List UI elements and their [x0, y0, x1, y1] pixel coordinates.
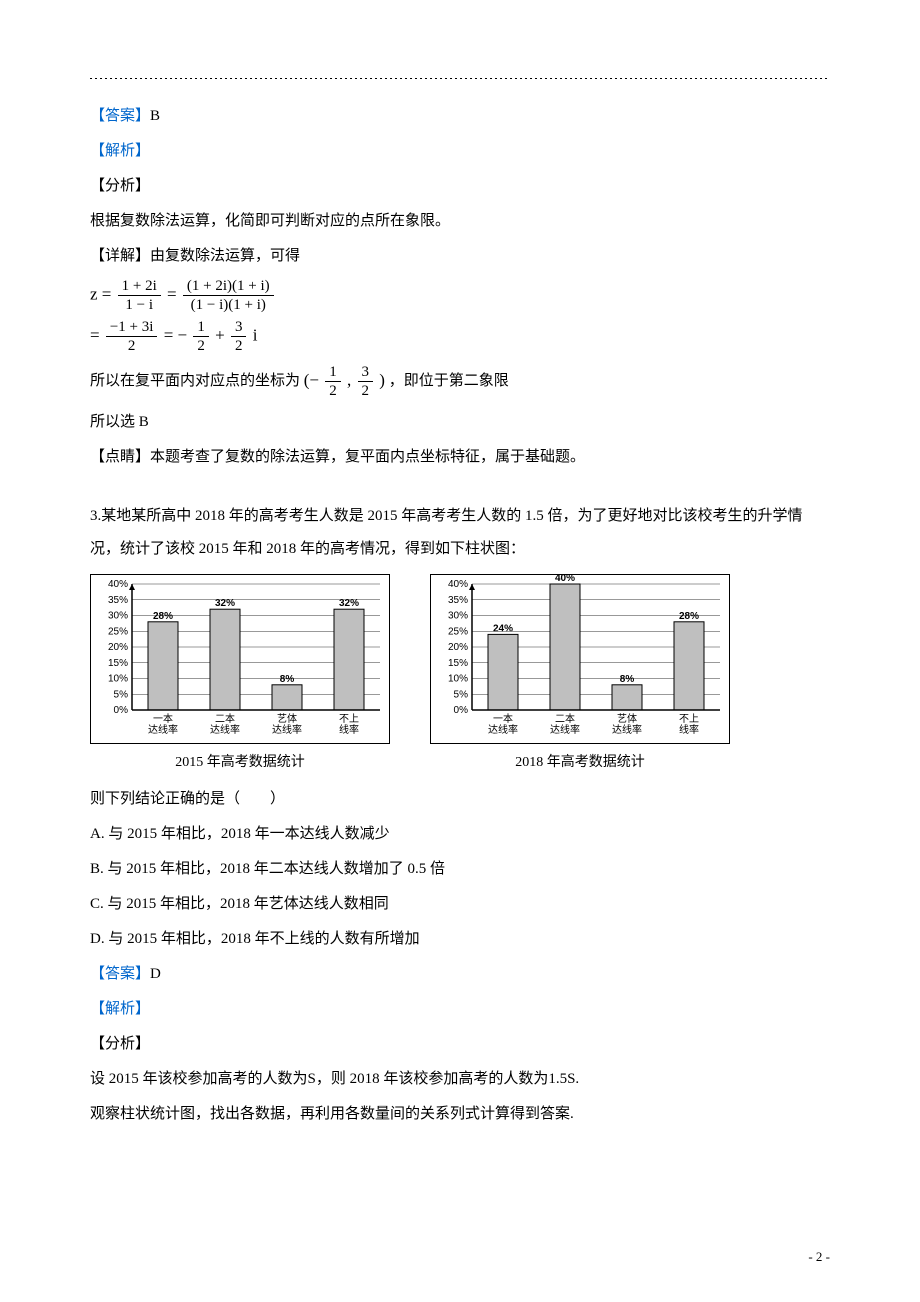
q3-stem1: 3.某地某所高中 2018 年的高考考生人数是 2015 年高考考生人数的 1.…: [90, 500, 830, 566]
q3-analysis-1: 设 2015 年该校参加高考的人数为S，则 2018 年该校参加高考的人数为1.…: [90, 1063, 830, 1096]
analysis-header: 【解析】: [90, 135, 830, 168]
equation-1: z = 1 + 2i 1 − i = (1 + 2i)(1 + i) (1 − …: [90, 277, 830, 314]
page-number: - 2 -: [808, 1243, 830, 1272]
svg-text:40%: 40%: [108, 579, 128, 590]
svg-text:达线率: 达线率: [272, 723, 302, 736]
svg-text:10%: 10%: [108, 674, 128, 685]
chart-2018: 0%5%10%15%20%25%30%35%40%24%一本达线率40%二本达线…: [430, 574, 730, 779]
chart-2015-svg: 0%5%10%15%20%25%30%35%40%28%一本达线率32%二本达线…: [90, 574, 390, 744]
answer-label: 【答案】: [90, 966, 150, 982]
svg-text:艺体: 艺体: [617, 713, 637, 725]
svg-text:一本: 一本: [493, 712, 513, 725]
page: 【答案】B 【解析】 【分析】 根据复数除法运算，化简即可判断对应的点所在象限。…: [0, 0, 920, 1302]
svg-text:28%: 28%: [679, 611, 699, 622]
option-d: D. 与 2015 年相比，2018 年不上线的人数有所增加: [90, 923, 830, 956]
q3-sub-analysis-header: 【分析】: [90, 1028, 830, 1061]
svg-text:艺体: 艺体: [277, 713, 297, 725]
option-c: C. 与 2015 年相比，2018 年艺体达线人数相同: [90, 888, 830, 921]
answer-line: 【答案】B: [90, 100, 830, 133]
fraction: (1 + 2i)(1 + i) (1 − i)(1 + i): [183, 277, 274, 314]
svg-text:28%: 28%: [153, 611, 173, 622]
fraction: 3 2: [358, 363, 374, 400]
fraction: −1 + 3i 2: [106, 318, 158, 355]
top-rule: [90, 72, 830, 86]
svg-text:32%: 32%: [215, 598, 235, 609]
z-eq: z =: [90, 284, 111, 303]
svg-text:35%: 35%: [108, 595, 128, 606]
fraction: 1 2: [325, 363, 341, 400]
svg-text:达线率: 达线率: [488, 723, 518, 736]
svg-text:二本: 二本: [215, 712, 235, 725]
svg-text:线率: 线率: [679, 723, 699, 736]
svg-text:30%: 30%: [108, 611, 128, 622]
svg-text:35%: 35%: [448, 595, 468, 606]
svg-text:5%: 5%: [454, 689, 469, 700]
svg-text:8%: 8%: [280, 674, 295, 685]
svg-text:达线率: 达线率: [550, 723, 580, 736]
option-a: A. 与 2015 年相比，2018 年一本达线人数减少: [90, 818, 830, 851]
answer-label: 【答案】: [90, 108, 150, 124]
svg-text:40%: 40%: [555, 574, 575, 584]
svg-text:8%: 8%: [620, 674, 635, 685]
coord-line: 所以在复平面内对应点的坐标为 (− 1 2 , 3 2 ) ，即位于第二象限: [90, 359, 830, 404]
svg-text:24%: 24%: [493, 623, 513, 634]
sub-analysis-header: 【分析】: [90, 170, 830, 203]
chart-2015-caption: 2015 年高考数据统计: [90, 748, 390, 779]
charts-row: 0%5%10%15%20%25%30%35%40%28%一本达线率32%二本达线…: [90, 574, 830, 779]
svg-text:5%: 5%: [114, 689, 129, 700]
q3-answer-line: 【答案】D: [90, 958, 830, 991]
svg-text:不上: 不上: [339, 713, 359, 725]
q3-stem2: 则下列结论正确的是（ ）: [90, 783, 830, 816]
q3-analysis-2: 观察柱状统计图，找出各数据，再利用各数量间的关系列式计算得到答案.: [90, 1098, 830, 1131]
answer-value: B: [150, 108, 160, 124]
chart-2018-caption: 2018 年高考数据统计: [430, 748, 730, 779]
fraction: 3 2: [231, 318, 247, 355]
svg-text:达线率: 达线率: [210, 723, 240, 736]
svg-text:0%: 0%: [114, 705, 129, 716]
svg-text:10%: 10%: [448, 674, 468, 685]
analysis-text: 根据复数除法运算，化简即可判断对应的点所在象限。: [90, 205, 830, 238]
content: 【答案】B 【解析】 【分析】 根据复数除法运算，化简即可判断对应的点所在象限。…: [90, 100, 830, 1131]
chart-2018-svg: 0%5%10%15%20%25%30%35%40%24%一本达线率40%二本达线…: [430, 574, 730, 744]
option-b: B. 与 2015 年相比，2018 年二本达线人数增加了 0.5 倍: [90, 853, 830, 886]
svg-text:40%: 40%: [448, 579, 468, 590]
svg-text:15%: 15%: [448, 658, 468, 669]
fraction: 1 + 2i 1 − i: [118, 277, 161, 314]
svg-text:20%: 20%: [108, 642, 128, 653]
svg-text:32%: 32%: [339, 598, 359, 609]
svg-text:30%: 30%: [448, 611, 468, 622]
detail-header: 【详解】由复数除法运算，可得: [90, 240, 830, 273]
q3-analysis-header: 【解析】: [90, 993, 830, 1026]
chart-2015: 0%5%10%15%20%25%30%35%40%28%一本达线率32%二本达线…: [90, 574, 390, 779]
svg-text:15%: 15%: [108, 658, 128, 669]
fraction: 1 2: [193, 318, 209, 355]
equation-2: = −1 + 3i 2 = − 1 2 + 3 2 i: [90, 318, 830, 355]
svg-text:达线率: 达线率: [148, 723, 178, 736]
svg-text:二本: 二本: [555, 712, 575, 725]
svg-text:线率: 线率: [339, 723, 359, 736]
svg-text:达线率: 达线率: [612, 723, 642, 736]
svg-text:不上: 不上: [679, 713, 699, 725]
svg-text:20%: 20%: [448, 642, 468, 653]
svg-text:25%: 25%: [448, 626, 468, 637]
svg-text:25%: 25%: [108, 626, 128, 637]
svg-text:一本: 一本: [153, 712, 173, 725]
so-choose: 所以选 B: [90, 406, 830, 439]
answer-value: D: [150, 966, 161, 982]
svg-text:0%: 0%: [454, 705, 469, 716]
tip-line: 【点睛】本题考查了复数的除法运算，复平面内点坐标特征，属于基础题。: [90, 441, 830, 474]
